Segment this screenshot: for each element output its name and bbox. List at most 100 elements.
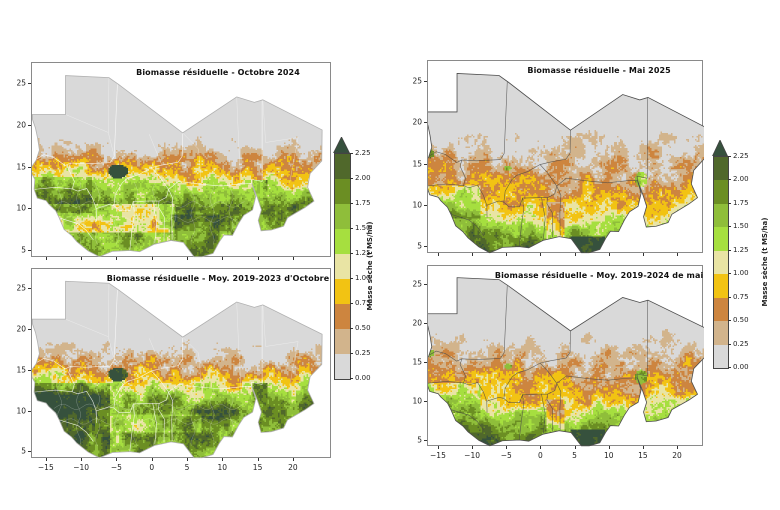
colorbar-tick-label: 0.25	[733, 339, 749, 348]
y-tick-mark	[424, 323, 427, 325]
colorbar-tick-label: 0.25	[355, 349, 371, 357]
panel-moyenne-octobre: Biomasse résiduelle - Moy. 2019-2023 d'O…	[31, 268, 332, 459]
x-tick-label: 0	[538, 451, 543, 460]
colorbar-tick-label: 2.25	[355, 149, 371, 157]
x-tick-label: 10	[217, 463, 228, 472]
colorbar-tick-label: 1.75	[733, 198, 749, 207]
colorbar-tick-label: 1.00	[733, 269, 749, 278]
x-tick-mark	[45, 458, 47, 461]
colorbar-segment	[714, 320, 728, 345]
colorbar-tick-label: 0.75	[355, 299, 371, 307]
y-tick-mark	[28, 250, 31, 252]
colorbar-tick-mark	[728, 296, 731, 298]
x-tick-mark	[608, 253, 610, 256]
y-tick-mark	[424, 439, 427, 441]
y-tick-mark	[424, 204, 427, 206]
x-tick-label: 15	[638, 451, 648, 460]
y-tick-mark	[424, 80, 427, 82]
colorbar-segment	[714, 226, 728, 251]
y-tick-label: 10	[16, 203, 26, 213]
colorbar-tick-mark	[728, 179, 731, 181]
x-tick-mark	[292, 458, 294, 461]
y-tick-mark	[28, 329, 31, 331]
x-tick-mark	[116, 458, 118, 461]
x-tick-label: 5	[572, 451, 577, 460]
panel-moyenne-mai: Biomasse résiduelle - Moy. 2019-2024 de …	[427, 265, 704, 447]
colorbar-tick-mark	[350, 178, 353, 179]
y-tick-label: 10	[16, 406, 26, 416]
x-tick-label: −15	[37, 463, 54, 472]
colorbar-segment	[335, 303, 350, 329]
y-tick-label: 15	[16, 365, 26, 375]
y-tick-mark	[424, 400, 427, 402]
x-tick-mark	[677, 446, 679, 449]
x-tick-label: −15	[430, 451, 446, 460]
colorbar-segment	[714, 179, 728, 204]
x-tick-mark	[506, 253, 508, 256]
y-tick-mark	[28, 410, 31, 412]
x-tick-mark	[187, 458, 188, 461]
colorbar-tick-mark	[728, 273, 731, 275]
panel-octobre-2024: Biomasse résiduelle - Octobre 2024	[31, 62, 332, 258]
colorbar-tick-mark	[350, 203, 353, 204]
y-tick-mark	[28, 166, 31, 168]
colorbar-segment	[335, 178, 350, 204]
colorbar-right-axis-label: Masse sèche (t MS/ha)	[761, 217, 769, 306]
x-tick-label: −10	[464, 451, 480, 460]
panel-mai-2025: Biomasse résiduelle - Mai 2025	[427, 60, 704, 254]
x-tick-mark	[642, 253, 644, 256]
x-tick-label: 20	[672, 451, 682, 460]
colorbar-segment	[714, 156, 728, 181]
x-tick-label: 20	[288, 463, 298, 472]
x-tick-mark	[472, 446, 474, 449]
x-tick-label: −5	[110, 463, 122, 472]
colorbar-tick-label: 1.75	[355, 199, 371, 207]
y-tick-mark	[28, 124, 31, 126]
colorbar-tick-mark	[728, 156, 731, 157]
colorbar-bar	[713, 156, 729, 369]
x-tick-mark	[540, 253, 542, 256]
x-tick-label: 10	[603, 451, 614, 460]
y-tick-label: 15	[412, 357, 422, 367]
x-tick-label: −5	[500, 451, 512, 460]
y-tick-label: 15	[16, 162, 26, 172]
colorbar-tick-label: 0.00	[733, 363, 749, 371]
y-tick-mark	[28, 288, 31, 290]
y-tick-label: 25	[16, 283, 26, 293]
y-tick-label: 25	[412, 279, 422, 289]
y-tick-mark	[424, 362, 427, 364]
x-tick-mark	[574, 446, 576, 449]
y-tick-label: 25	[412, 76, 422, 86]
colorbar-segment	[714, 297, 728, 322]
panel-title-moyenne-octobre: Biomasse résiduelle - Moy. 2019-2023 d'O…	[106, 274, 330, 283]
colorbar-tick-label: 0.50	[733, 316, 749, 325]
panel-title-mai-2025: Biomasse résiduelle - Mai 2025	[527, 66, 671, 75]
colorbar-tick-mark	[350, 328, 353, 329]
y-tick-mark	[28, 82, 31, 84]
colorbar-tick-mark	[350, 153, 353, 154]
colorbar-tick-mark	[728, 249, 731, 251]
y-tick-label: 20	[412, 117, 422, 127]
y-tick-mark	[424, 163, 427, 165]
x-tick-mark	[437, 253, 439, 256]
y-tick-mark	[28, 369, 31, 371]
x-tick-mark	[540, 446, 542, 449]
colorbar-tick-label: 1.00	[355, 274, 371, 282]
colorbar-left-axis-label: Masse sèche (t MS/ha)	[366, 221, 374, 310]
y-tick-label: 5	[21, 245, 26, 255]
colorbar-tick-mark	[728, 320, 731, 322]
colorbar-tick-mark	[350, 378, 353, 379]
panel-title-moyenne-mai: Biomasse résiduelle - Moy. 2019-2024 de …	[494, 271, 704, 280]
colorbar-tick-label: 1.25	[733, 245, 749, 254]
colorbar-tick-mark	[728, 202, 731, 204]
x-tick-mark	[506, 446, 508, 449]
colorbar-segment	[714, 273, 728, 298]
x-tick-mark	[222, 257, 224, 260]
colorbar-tick-label: 2.25	[733, 152, 749, 160]
x-tick-mark	[677, 253, 679, 256]
x-tick-label: −10	[73, 463, 90, 472]
colorbar-tick-mark	[350, 253, 353, 254]
colorbar-tick-label: 0.75	[733, 292, 749, 301]
colorbar-segment	[335, 203, 350, 229]
